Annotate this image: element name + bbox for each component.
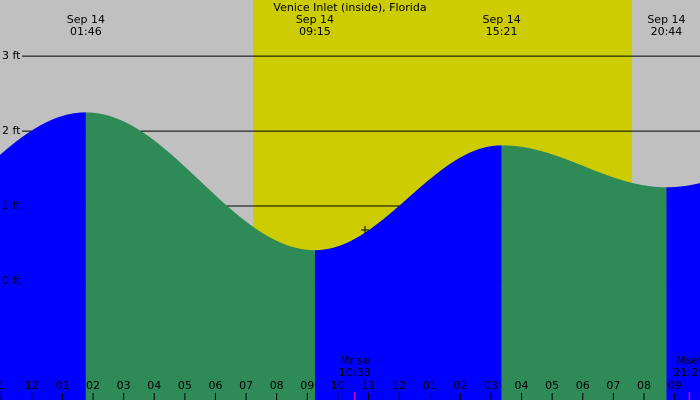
x-tick-label: 09 xyxy=(668,379,682,392)
x-tick-label: 05 xyxy=(178,379,192,392)
rising-tide xyxy=(0,112,86,400)
x-tick-label: 11 xyxy=(362,379,376,392)
x-tick-label: 08 xyxy=(637,379,651,392)
x-tick-label: 03 xyxy=(117,379,131,392)
x-tick-label: 09 xyxy=(300,379,314,392)
x-tick-label: 04 xyxy=(515,379,529,392)
falling-tide xyxy=(85,112,315,400)
x-tick-label: 1 xyxy=(0,379,5,392)
rising-tide xyxy=(666,183,700,400)
moon-time: 21:29 xyxy=(674,366,700,379)
x-tick-label: 01 xyxy=(55,379,69,392)
moon-label: Mset xyxy=(676,354,700,367)
extreme-date: Sep 14 xyxy=(296,13,334,26)
y-tick-label: 1 ft xyxy=(2,199,21,212)
moon-time: 10:33 xyxy=(339,366,371,379)
x-tick-label: 02 xyxy=(86,379,100,392)
x-tick-label: 05 xyxy=(545,379,559,392)
rising-tide xyxy=(314,145,502,400)
y-tick-label: 3 ft xyxy=(2,49,21,62)
x-tick-label: 01 xyxy=(423,379,437,392)
x-tick-label: 06 xyxy=(576,379,590,392)
y-tick-label: 0 ft xyxy=(2,274,21,287)
x-tick-label: 12 xyxy=(25,379,39,392)
x-tick-label: 12 xyxy=(392,379,406,392)
moon-label: Mrise xyxy=(340,354,370,367)
extreme-date: Sep 14 xyxy=(483,13,521,26)
x-tick-label: 02 xyxy=(453,379,467,392)
x-tick-label: 03 xyxy=(484,379,498,392)
extreme-time: 15:21 xyxy=(486,25,518,38)
chart-title: Venice Inlet (inside), Florida xyxy=(273,1,426,14)
extreme-time: 01:46 xyxy=(70,25,102,38)
x-tick-label: 08 xyxy=(270,379,284,392)
x-tick-label: 07 xyxy=(606,379,620,392)
x-tick-label: 07 xyxy=(239,379,253,392)
y-tick-label: 2 ft xyxy=(2,124,21,137)
extreme-date: Sep 14 xyxy=(67,13,105,26)
x-tick-label: 10 xyxy=(331,379,345,392)
x-tick-label: 04 xyxy=(147,379,161,392)
extreme-time: 09:15 xyxy=(299,25,331,38)
x-tick-label: 06 xyxy=(208,379,222,392)
current-marker xyxy=(361,226,369,234)
extreme-date: Sep 14 xyxy=(647,13,685,26)
falling-tide xyxy=(501,145,667,400)
extreme-time: 20:44 xyxy=(651,25,683,38)
